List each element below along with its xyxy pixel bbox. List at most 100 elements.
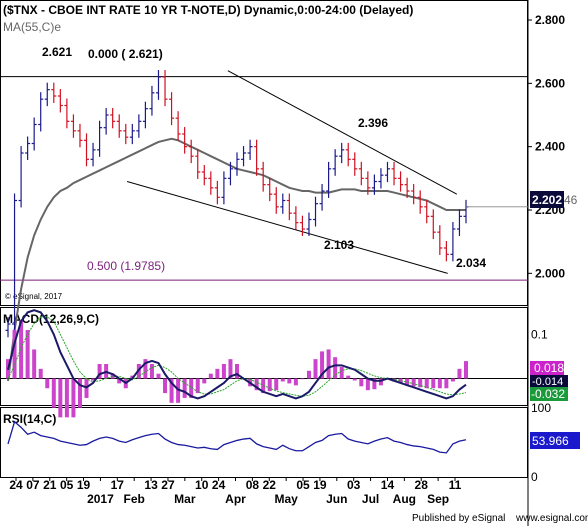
price-bar — [378, 168, 384, 189]
price-bar — [450, 222, 456, 262]
macd-histogram-bar — [418, 378, 423, 388]
rsi-panel-frame — [0, 407, 528, 478]
x-axis-tick-label: 17 — [111, 478, 125, 492]
x-axis-tick-label: 24 — [9, 478, 23, 492]
macd-histogram-bar — [51, 378, 56, 408]
macd-histogram-bar — [38, 368, 43, 379]
price-bar — [437, 225, 443, 255]
macd-histogram-bar — [45, 378, 50, 389]
rsi-y-tick-label: 100 — [531, 401, 551, 415]
price-bar — [332, 149, 338, 176]
price-bar — [18, 146, 24, 208]
macd-histogram-bar — [359, 378, 364, 387]
price-bar — [155, 70, 161, 100]
price-bar — [169, 92, 175, 126]
price-bar — [64, 98, 70, 129]
x-axis-tick-label: Feb — [124, 492, 145, 506]
price-bar — [430, 209, 436, 240]
macd-value: 0.018 — [534, 361, 564, 375]
x-axis-tick-label: Jul — [362, 492, 379, 506]
x-axis-tick-label: 2017 — [87, 492, 114, 506]
price-bar — [260, 161, 266, 192]
price-bar — [280, 193, 286, 214]
price-bar — [38, 92, 44, 132]
annotation-fib-50: 0.500 (1.9785) — [87, 259, 165, 273]
price-layer — [0, 70, 528, 382]
price-bar — [110, 108, 116, 129]
macd-histogram-bar — [450, 378, 455, 382]
price-bar — [214, 180, 220, 205]
macd-histogram-bar — [143, 359, 148, 379]
macd-histogram-bar — [25, 330, 30, 379]
price-bar — [286, 193, 292, 221]
macd-histogram-bar — [444, 378, 449, 389]
price-bar — [12, 193, 18, 331]
macd-histogram-bar — [431, 378, 436, 389]
x-axis-tick-label: 08 — [246, 478, 260, 492]
copyright-label: © eSignal, 2017 — [5, 292, 63, 301]
macd-histogram-bar — [398, 378, 403, 384]
macd-histogram-bar — [267, 378, 272, 392]
macd-histogram-bar — [280, 378, 285, 382]
price-bar — [293, 206, 299, 230]
macd-histogram-bar — [149, 363, 154, 379]
annotation-high-2396: 2.396 — [358, 116, 388, 130]
chart-title: ($TNX - CBOE INT RATE 10 YR T-NOTE,D) Dy… — [3, 3, 413, 17]
last-price-box-bg — [530, 191, 564, 208]
macd-histogram-bar — [228, 359, 233, 379]
price-bar — [103, 108, 109, 135]
x-axis-tick-label: 05 — [296, 478, 310, 492]
price-bar — [188, 139, 194, 164]
price-bar — [358, 161, 364, 186]
price-bar — [404, 177, 410, 198]
price-bar — [247, 139, 253, 160]
macd-histogram-bar — [313, 359, 318, 379]
x-axis-tick-label: 13 — [144, 478, 158, 492]
price-bar — [123, 123, 129, 145]
signal-value: -0.032 — [531, 387, 565, 401]
price-bar — [84, 133, 90, 167]
rsi-title: RSI(14,C) — [3, 412, 56, 426]
price-y-tick-label: 2.600 — [535, 76, 565, 90]
macd-histogram-bar — [339, 366, 344, 379]
annotation-high-2621: 2.621 — [42, 45, 72, 59]
price-bar — [175, 111, 181, 141]
price-bar — [273, 187, 279, 214]
macd-histogram-bar — [163, 378, 168, 394]
price-bar — [97, 120, 103, 157]
x-axis-tick-label: 19 — [77, 478, 91, 492]
footer-site: www.esignal.com — [515, 513, 588, 524]
rsi-value: 53.966 — [532, 434, 569, 448]
upper-trendline — [227, 70, 458, 195]
x-axis-tick-label: Sep — [427, 492, 449, 506]
price-bar — [456, 209, 462, 236]
panel-frames — [0, 0, 529, 526]
price-bar — [227, 161, 233, 186]
price-bar — [306, 212, 312, 236]
macd-histogram-bar — [254, 378, 259, 391]
macd-histogram-bar — [156, 373, 161, 379]
price-bar — [208, 171, 214, 195]
x-axis-tick-label: 03 — [347, 478, 361, 492]
rsi-value-box-bg — [530, 432, 580, 449]
price-bar — [25, 136, 31, 160]
annotation-low-2034: 2.034 — [456, 256, 486, 270]
macd-histogram-bar — [326, 349, 331, 379]
macd-histogram-bar — [365, 378, 370, 391]
x-axis-tick-label: 24 — [212, 478, 226, 492]
footer-published: Published by eSignal — [412, 513, 505, 524]
price-panel-frame — [0, 0, 528, 306]
x-axis-tick-label: 22 — [263, 478, 277, 492]
price-bar — [391, 161, 397, 186]
x-axis-tick-label: Jun — [326, 492, 347, 506]
price-bar — [90, 142, 96, 167]
macd-histogram-bar — [346, 375, 351, 379]
macd-signal-line — [7, 316, 467, 397]
macd-histogram-bar — [182, 378, 187, 398]
price-bar — [234, 152, 240, 176]
price-bar — [195, 149, 201, 179]
macd-histogram-bar — [352, 378, 357, 381]
last-price-suffix: 46 — [564, 193, 578, 207]
price-bar — [417, 190, 423, 214]
price-bar — [182, 127, 188, 154]
